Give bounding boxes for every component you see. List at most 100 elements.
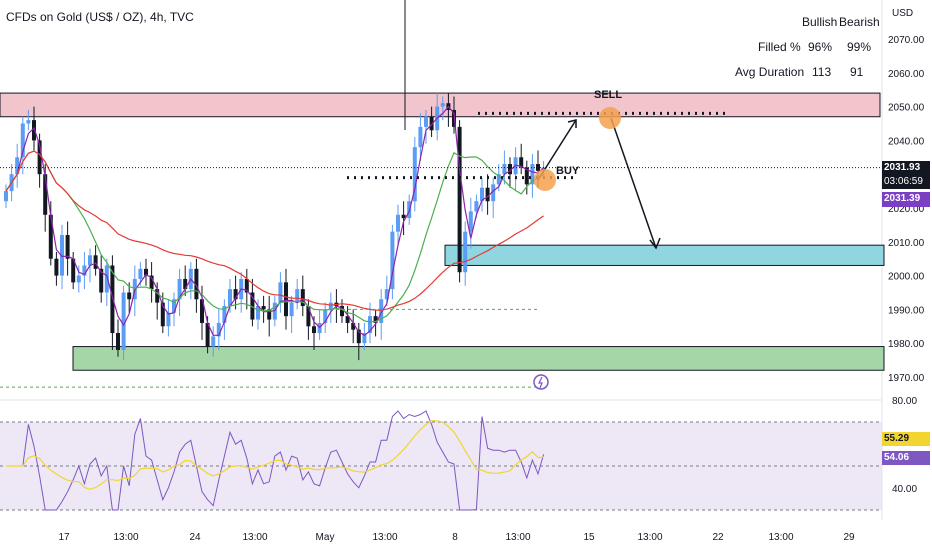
candle-body bbox=[323, 309, 328, 323]
candle-body bbox=[491, 184, 496, 202]
x-tick-label: 29 bbox=[843, 532, 855, 543]
rsi-ma-line bbox=[6, 420, 544, 490]
candle-body bbox=[194, 268, 199, 300]
x-tick-label: 15 bbox=[583, 532, 595, 543]
rsi-tag: 54.06 bbox=[882, 451, 930, 465]
candle-body bbox=[177, 278, 182, 300]
zone-resistance bbox=[0, 92, 881, 118]
candle-body bbox=[110, 265, 115, 334]
candle-body bbox=[172, 299, 176, 313]
y-tick-label: 1970.00 bbox=[888, 373, 925, 384]
candle-body bbox=[328, 302, 333, 310]
candle-body bbox=[65, 235, 70, 259]
candle-body bbox=[345, 316, 350, 323]
stats-label-duration: Avg Duration bbox=[735, 65, 805, 79]
y-tick-label: 2050.00 bbox=[888, 103, 925, 114]
candle-body bbox=[524, 167, 529, 185]
y-tick-label: 2020.00 bbox=[888, 204, 925, 215]
candle-body bbox=[155, 289, 160, 303]
candle-body bbox=[20, 123, 25, 158]
zone-support_low bbox=[72, 346, 885, 371]
candle-body bbox=[216, 322, 221, 337]
y-tick-label: 2040.00 bbox=[888, 136, 925, 147]
candle-body bbox=[99, 268, 104, 293]
candle-body bbox=[93, 255, 98, 269]
candle-body bbox=[48, 214, 53, 259]
stats-header-bullish: Bullish bbox=[802, 15, 838, 29]
candle-body bbox=[32, 120, 36, 141]
candle-body bbox=[384, 289, 389, 300]
candle-body bbox=[71, 258, 76, 283]
x-tick-label: 13:00 bbox=[372, 532, 397, 543]
x-tick-label: 13:00 bbox=[242, 532, 267, 543]
candle-body bbox=[121, 292, 126, 350]
candle-body bbox=[474, 201, 479, 212]
candle-body bbox=[267, 309, 272, 320]
candle-body bbox=[144, 268, 148, 276]
candle-body bbox=[211, 336, 216, 347]
candle-body bbox=[250, 292, 255, 320]
candle-body bbox=[306, 306, 311, 327]
candle-body bbox=[368, 316, 372, 334]
stats-bearish-duration: 91 bbox=[850, 65, 864, 79]
lightning-icon bbox=[533, 374, 549, 390]
x-tick-label: 13:00 bbox=[113, 532, 138, 543]
candle-body bbox=[502, 164, 507, 175]
stats-bullish-filled: 96% bbox=[808, 40, 833, 54]
candle-body bbox=[104, 265, 109, 293]
candle-body bbox=[457, 126, 462, 273]
candle-body bbox=[127, 292, 132, 300]
arrow-down-head bbox=[649, 237, 661, 250]
candle-body bbox=[390, 231, 395, 290]
rsi-line bbox=[6, 410, 545, 511]
candle-body bbox=[356, 329, 361, 344]
candle-body bbox=[132, 278, 137, 300]
x-tick-label: 13:00 bbox=[505, 532, 530, 543]
candle-body bbox=[289, 302, 294, 317]
candle-body bbox=[463, 231, 468, 273]
candle-body bbox=[222, 306, 227, 323]
y-tick-label: 2070.00 bbox=[888, 35, 925, 46]
sell-marker bbox=[599, 107, 621, 129]
last-price-tag: 2031.93 bbox=[882, 161, 930, 175]
rsi-tick-label: 40.00 bbox=[892, 484, 917, 495]
candle-body bbox=[508, 164, 512, 175]
chart-title: CFDs on Gold (US$ / OZ), 4h, TVC bbox=[6, 10, 194, 24]
candle-body bbox=[76, 275, 81, 283]
candle-body bbox=[412, 147, 417, 202]
candle-body bbox=[4, 191, 8, 202]
x-tick-label: 24 bbox=[189, 532, 201, 543]
y-tick-label: 1990.00 bbox=[888, 305, 925, 316]
ma-slow-line bbox=[5, 150, 544, 311]
x-tick-label: 17 bbox=[58, 532, 70, 543]
candle-body bbox=[401, 214, 406, 219]
countdown-tag: 03:06:59 bbox=[882, 175, 930, 189]
arrow-up-head bbox=[567, 119, 577, 128]
y-tick-label: 2010.00 bbox=[888, 238, 925, 249]
candle-body bbox=[149, 275, 154, 290]
stats-header-bearish: Bearish bbox=[839, 15, 880, 29]
x-tick-label: 22 bbox=[712, 532, 724, 543]
candle-body bbox=[312, 326, 316, 334]
candle-body bbox=[183, 278, 188, 290]
candle-body bbox=[379, 299, 384, 323]
candle-body bbox=[480, 187, 484, 202]
candle-body bbox=[424, 116, 428, 127]
candle-body bbox=[396, 214, 400, 232]
candle-body bbox=[116, 333, 120, 350]
candle-body bbox=[244, 278, 249, 293]
candle-body bbox=[200, 299, 204, 323]
ma-fast-line bbox=[5, 105, 545, 337]
candle-body bbox=[88, 255, 92, 266]
y-tick-label: 2000.00 bbox=[888, 272, 925, 283]
candle-body bbox=[300, 289, 305, 307]
stats-bearish-filled: 99% bbox=[847, 40, 872, 54]
x-tick-label: 8 bbox=[452, 532, 458, 543]
ma-mid-line bbox=[5, 150, 544, 323]
candle-body bbox=[82, 265, 87, 276]
y-tick-label: 1980.00 bbox=[888, 339, 925, 350]
buy-marker bbox=[534, 169, 556, 191]
candle-body bbox=[530, 164, 535, 185]
